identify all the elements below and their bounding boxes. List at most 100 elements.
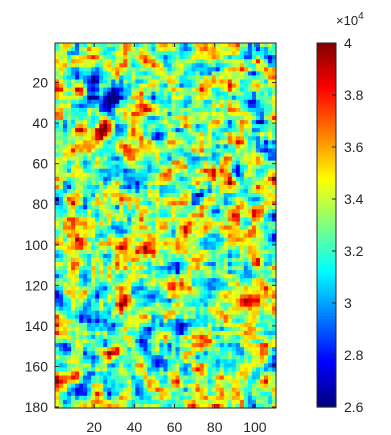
heatmap-cell xyxy=(99,193,104,198)
heatmap-cell xyxy=(219,363,225,369)
heatmap-cell xyxy=(163,253,169,259)
heatmap-cell xyxy=(259,367,265,373)
heatmap-cell xyxy=(151,189,157,194)
heatmap-cell xyxy=(203,205,209,210)
heatmap-cell xyxy=(231,274,237,279)
heatmap-cell xyxy=(159,395,165,401)
heatmap-cell xyxy=(63,302,68,308)
heatmap-cell xyxy=(219,387,225,393)
heatmap-cell xyxy=(199,314,205,320)
heatmap-cell xyxy=(163,282,169,287)
heatmap-cell xyxy=(91,330,96,336)
heatmap-cell xyxy=(263,75,269,81)
heatmap-cell xyxy=(111,99,116,105)
heatmap-cell xyxy=(159,387,165,393)
heatmap-cell xyxy=(175,310,181,316)
heatmap-cell xyxy=(247,213,253,218)
heatmap-cell xyxy=(175,213,181,218)
heatmap-cell xyxy=(251,156,257,162)
heatmap-cell xyxy=(171,298,177,304)
heatmap-cell xyxy=(59,339,64,344)
heatmap-cell xyxy=(179,201,185,206)
heatmap-cell xyxy=(75,63,80,68)
heatmap-cell xyxy=(183,383,189,389)
heatmap-cell xyxy=(147,95,153,101)
heatmap-cell xyxy=(191,282,197,287)
heatmap-cell xyxy=(67,209,72,214)
heatmap-cell xyxy=(95,391,100,397)
heatmap-cell xyxy=(247,257,253,263)
heatmap-cell xyxy=(183,237,189,243)
heatmap-cell xyxy=(203,63,209,68)
heatmap-cell xyxy=(243,241,249,247)
heatmap-cell xyxy=(71,225,76,231)
heatmap-cell xyxy=(259,148,265,154)
heatmap-cell xyxy=(107,164,112,170)
heatmap-cell xyxy=(91,160,96,166)
heatmap-cell xyxy=(83,322,88,328)
heatmap-cell xyxy=(115,91,120,97)
heatmap-cell xyxy=(79,302,84,308)
heatmap-cell xyxy=(63,156,68,162)
heatmap-cell xyxy=(231,253,237,259)
heatmap-cell xyxy=(247,63,253,68)
heatmap-cell xyxy=(147,128,153,133)
heatmap-cell xyxy=(71,278,76,283)
heatmap-cell xyxy=(215,136,221,141)
heatmap-cell xyxy=(239,140,245,145)
heatmap-cell xyxy=(71,310,76,316)
heatmap-cell xyxy=(67,71,72,77)
heatmap-cell xyxy=(79,107,84,113)
heatmap-cell xyxy=(115,180,120,186)
heatmap-cell xyxy=(243,245,249,251)
heatmap-cell xyxy=(119,262,124,267)
heatmap-cell xyxy=(139,107,144,113)
heatmap-cell xyxy=(107,189,112,194)
heatmap-cell xyxy=(195,111,201,117)
heatmap-cell xyxy=(139,314,144,320)
heatmap-cell xyxy=(55,274,60,279)
heatmap-cell xyxy=(163,310,169,316)
heatmap-cell xyxy=(231,339,237,344)
heatmap-cell xyxy=(163,298,169,304)
heatmap-cell xyxy=(155,148,161,154)
heatmap-cell xyxy=(239,217,245,223)
heatmap-cell xyxy=(103,213,108,218)
heatmap-cell xyxy=(167,326,173,332)
heatmap-cell xyxy=(63,79,68,85)
heatmap-cell xyxy=(223,335,229,340)
heatmap-cell xyxy=(167,201,173,206)
heatmap-cell xyxy=(243,184,249,190)
heatmap-cell xyxy=(159,347,165,352)
heatmap-cell xyxy=(147,55,153,60)
heatmap-cell xyxy=(95,144,100,150)
heatmap-cell xyxy=(67,95,72,101)
heatmap-cell xyxy=(95,217,100,223)
heatmap-cell xyxy=(211,375,217,381)
heatmap-cell xyxy=(223,330,229,336)
heatmap-cell xyxy=(263,87,269,93)
heatmap-cell xyxy=(119,253,124,259)
heatmap-cell xyxy=(167,103,173,109)
heatmap-cell xyxy=(179,229,185,235)
heatmap-cell xyxy=(203,253,209,259)
heatmap-cell xyxy=(159,229,165,235)
heatmap-cell xyxy=(179,67,185,72)
heatmap-cell xyxy=(139,128,144,133)
heatmap-cell xyxy=(255,124,261,129)
heatmap-cell xyxy=(167,367,173,373)
heatmap-cell xyxy=(91,107,96,113)
heatmap-cell xyxy=(75,136,80,141)
heatmap-cell xyxy=(227,314,233,320)
heatmap-cell xyxy=(115,144,120,150)
heatmap-cell xyxy=(151,371,157,377)
heatmap-cell xyxy=(59,140,64,145)
heatmap-cell xyxy=(243,83,249,89)
heatmap-cell xyxy=(135,120,140,125)
heatmap-cell xyxy=(231,237,237,243)
heatmap-cell xyxy=(103,379,108,385)
heatmap-cell xyxy=(179,189,185,194)
heatmap-cell xyxy=(255,107,261,113)
heatmap-cell xyxy=(271,225,277,231)
heatmap-cell xyxy=(115,132,120,137)
